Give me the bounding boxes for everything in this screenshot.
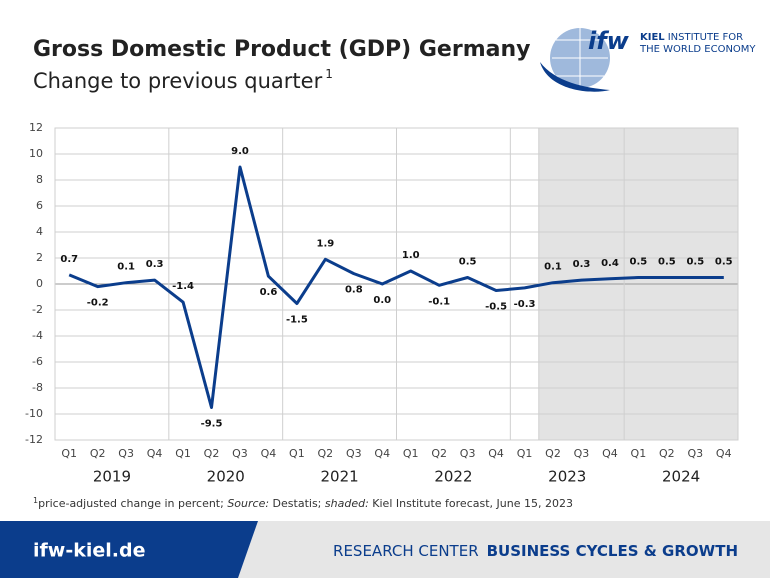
x-tick-label: Q2 [204,447,220,460]
logo-line2: THE WORLD ECONOMY [639,44,756,55]
plot-area: -12 -10 -8 -6 -4 -2 0 2 4 6 8 10 12 Q1 Q2 Q3 Q4 Q1 Q2 Q3 Q4 Q… [25,121,739,486]
logo-swoosh [540,62,610,92]
y-tick-label: -8 [32,381,43,394]
x-tick-label: Q4 [261,447,277,460]
x-tick-label: Q1 [403,447,419,460]
logo-grid [552,28,608,88]
logo-line1: KIEL INSTITUTE FOR [640,32,743,43]
year-label: 2019 [93,468,131,486]
x-tick-label: Q4 [374,447,390,460]
footnote-text: Destatis; [269,497,325,510]
x-tick-label: Q1 [517,447,533,460]
value-label: -1.4 [172,281,194,292]
value-label: 0.6 [260,287,278,298]
x-tick-label: Q2 [545,447,561,460]
year-label: 2023 [548,468,586,486]
logo-mark: ifw [588,27,630,55]
x-tick-label: Q1 [289,447,305,460]
x-tick-label: Q3 [118,447,134,460]
value-label: -9.5 [201,419,223,430]
chart-title: Gross Domestic Product (GDP) Germany [33,37,530,62]
y-tick-label: -2 [32,303,43,316]
footnote: 1price-adjusted change in percent; Sourc… [33,496,573,511]
value-label: -0.1 [428,296,450,307]
y-tick-label: 8 [36,173,43,186]
value-label: 0.5 [630,257,648,268]
x-tick-label: Q3 [574,447,590,460]
value-label: 0.3 [573,259,591,270]
footer-label: RESEARCH CENTER BUSINESS CYCLES & GROWTH [333,542,738,560]
y-tick-label: -10 [25,407,43,420]
y-tick-label: -12 [25,433,43,446]
value-label: -0.2 [87,298,109,309]
y-tick-label: 0 [36,277,43,290]
footer-center: RESEARCH CENTER [333,542,479,560]
x-tick-label: Q1 [175,447,191,460]
footer-site[interactable]: ifw-kiel.de [33,540,145,562]
x-tick-label: Q2 [659,447,675,460]
value-label: -0.3 [514,299,536,310]
y-tick-label: 6 [36,199,43,212]
logo-line1-rest: INSTITUTE FOR [668,32,743,43]
footnote-text: shaded: [325,497,369,510]
value-label: 0.5 [658,257,676,268]
value-label: 0.3 [146,259,164,270]
value-label: 0.1 [544,262,562,273]
y-tick-label: -4 [32,329,43,342]
value-label: 1.9 [316,238,334,249]
x-tick-label: Q2 [90,447,106,460]
value-label: 0.0 [373,295,391,306]
x-tick-label: Q4 [488,447,504,460]
x-tick-label: Q1 [61,447,77,460]
x-tick-label: Q3 [460,447,476,460]
year-label: 2024 [662,468,700,486]
footnote-text: Kiel Institute forecast, June 15, 2023 [369,497,573,510]
x-tick-label: Q2 [318,447,334,460]
value-label: 0.1 [117,262,135,273]
x-tick-label: Q1 [631,447,647,460]
x-tick-label: Q3 [346,447,362,460]
chart-subtitle: Change to previous quarter 1 [33,67,333,94]
y-tick-label: 12 [29,121,43,134]
value-label: 9.0 [231,146,249,157]
year-label: 2022 [434,468,472,486]
footer-unit: BUSINESS CYCLES & GROWTH [487,542,738,560]
x-tick-label: Q2 [431,447,447,460]
value-label: 0.4 [601,258,619,269]
value-label: 0.5 [459,257,477,268]
x-tick-label: Q3 [687,447,703,460]
footnote-text: Source: [227,497,269,510]
value-label: 0.5 [715,257,733,268]
value-label: 0.7 [60,254,78,265]
year-label: 2020 [207,468,245,486]
footnote-text: price-adjusted change in percent; [38,497,227,510]
y-tick-label: 4 [36,225,43,238]
value-label: -1.5 [286,315,308,326]
series-line [68,165,724,409]
logo-kiel: KIEL [640,32,665,43]
x-tick-label: Q4 [147,447,163,460]
subtitle-text: Change to previous quarter [33,69,323,93]
logo: ifw KIEL INSTITUTE FOR THE WORLD ECONOMY [540,27,756,92]
value-label: 0.8 [345,285,363,296]
value-label: 1.0 [402,250,420,261]
year-label: 2021 [320,468,358,486]
x-tick-label: Q3 [232,447,248,460]
x-tick-label: Q4 [602,447,618,460]
value-label: 0.5 [686,257,704,268]
subtitle-note: 1 [325,67,333,81]
y-tick-label: 2 [36,251,43,264]
footer-left [0,521,258,578]
y-tick-label: 10 [29,147,43,160]
footnote-mark: 1 [33,496,38,505]
plot-frame [54,127,739,441]
y-tick-label: -6 [32,355,43,368]
x-tick-label: Q4 [716,447,732,460]
value-label: -0.5 [485,302,507,313]
